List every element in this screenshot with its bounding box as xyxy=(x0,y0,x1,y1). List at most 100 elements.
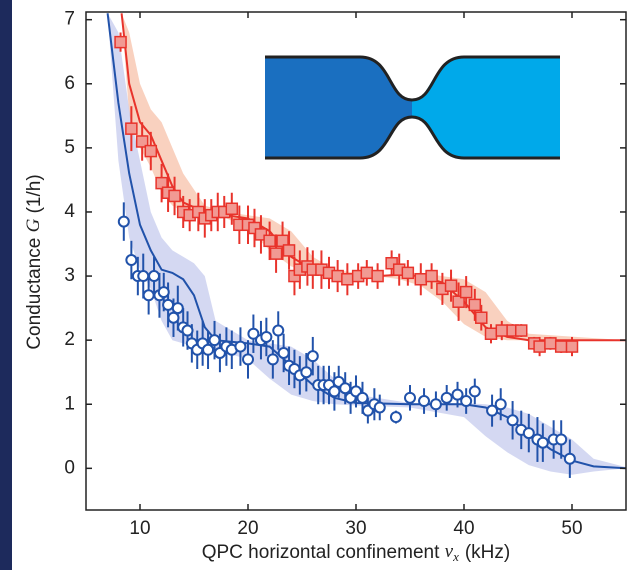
data-point xyxy=(117,215,130,228)
data-point xyxy=(514,324,528,337)
data-point xyxy=(341,273,354,286)
data-point xyxy=(225,202,239,216)
x-tick-label: 40 xyxy=(453,518,474,539)
data-point xyxy=(242,353,254,366)
y-tick-label: 1 xyxy=(64,393,75,414)
data-point xyxy=(171,302,184,315)
data-point xyxy=(452,295,465,308)
y-tick-label: 4 xyxy=(64,201,75,222)
data-point xyxy=(484,327,498,340)
data-point xyxy=(260,330,273,343)
data-point xyxy=(536,436,549,449)
plot-area xyxy=(106,13,626,478)
data-point xyxy=(494,398,507,411)
data-point xyxy=(360,266,374,280)
data-point xyxy=(486,404,499,417)
data-point xyxy=(459,285,473,299)
data-point xyxy=(495,324,509,337)
x-tick-label: 10 xyxy=(129,518,150,539)
y-tick-label: 0 xyxy=(64,457,75,478)
data-point xyxy=(155,176,168,190)
data-point xyxy=(192,205,205,219)
data-point xyxy=(414,273,428,286)
left-border xyxy=(0,0,12,570)
data-point xyxy=(269,247,283,260)
data-point xyxy=(389,411,402,424)
x-label-subscript: x xyxy=(452,549,459,564)
data-point xyxy=(202,343,215,356)
data-point xyxy=(339,382,352,395)
data-point xyxy=(522,427,535,440)
data-point xyxy=(563,452,576,465)
x-label-text: QPC horizontal confinement xyxy=(202,542,440,563)
y-label-unit: (1/h) xyxy=(24,174,45,213)
data-point xyxy=(418,395,431,408)
x-tick-label: 50 xyxy=(561,518,582,539)
data-point xyxy=(554,340,568,353)
data-point xyxy=(234,340,247,353)
data-point xyxy=(328,385,341,398)
data-point xyxy=(475,311,488,324)
x-tick-label: 20 xyxy=(237,518,258,539)
data-point xyxy=(282,244,296,257)
data-point xyxy=(460,395,473,408)
y-tick-label: 2 xyxy=(64,329,75,350)
data-point xyxy=(254,228,268,241)
data-point xyxy=(114,35,127,49)
data-point xyxy=(401,266,415,280)
data-point xyxy=(272,324,285,337)
data-point xyxy=(385,256,398,270)
data-point xyxy=(425,269,438,283)
data-point xyxy=(135,135,149,148)
x-tick-label: 30 xyxy=(345,518,366,539)
data-point xyxy=(167,311,180,324)
data-point xyxy=(162,298,175,311)
data-point xyxy=(125,122,138,135)
data-point xyxy=(371,269,384,283)
data-point xyxy=(533,340,546,353)
data-point xyxy=(404,391,416,404)
data-point xyxy=(444,279,458,292)
data-point xyxy=(506,414,519,427)
data-point xyxy=(544,337,557,350)
x-label-unit: (kHz) xyxy=(465,542,510,563)
x-label-symbol: ν xyxy=(445,541,454,562)
data-point xyxy=(306,350,319,363)
data-point xyxy=(555,433,568,446)
data-point xyxy=(468,385,481,398)
axes: 0 1 2 3 4 5 6 7 10 20 30 40 50 xyxy=(64,9,626,539)
data-point xyxy=(181,324,194,337)
data-point xyxy=(440,391,453,404)
y-axis-label: Conductance G (1/h) xyxy=(23,174,45,349)
data-point xyxy=(429,398,442,411)
data-point xyxy=(157,286,170,299)
x-axis-label: QPC horizontal confinement νx (kHz) xyxy=(202,541,511,564)
data-point xyxy=(247,327,260,340)
inset-schematic xyxy=(265,55,560,160)
data-point xyxy=(208,334,221,347)
data-point xyxy=(451,388,464,401)
y-label-text: Conductance xyxy=(24,238,45,350)
y-label-symbol: G xyxy=(23,218,44,232)
data-point xyxy=(356,391,369,404)
data-point xyxy=(168,189,181,203)
data-point xyxy=(144,144,158,158)
y-tick-label: 6 xyxy=(64,73,75,94)
data-point xyxy=(148,270,161,283)
data-point xyxy=(248,221,261,235)
data-point xyxy=(300,366,313,379)
data-point xyxy=(263,234,276,248)
data-point xyxy=(137,270,150,283)
data-point xyxy=(142,289,155,302)
data-point xyxy=(276,234,289,248)
data-point xyxy=(277,346,290,359)
y-tick-label: 5 xyxy=(64,137,75,158)
data-point xyxy=(373,401,386,414)
y-tick-label: 3 xyxy=(64,265,75,286)
data-point xyxy=(266,353,279,366)
data-point xyxy=(125,254,138,267)
data-point xyxy=(565,340,579,353)
y-tick-label: 7 xyxy=(64,9,75,30)
